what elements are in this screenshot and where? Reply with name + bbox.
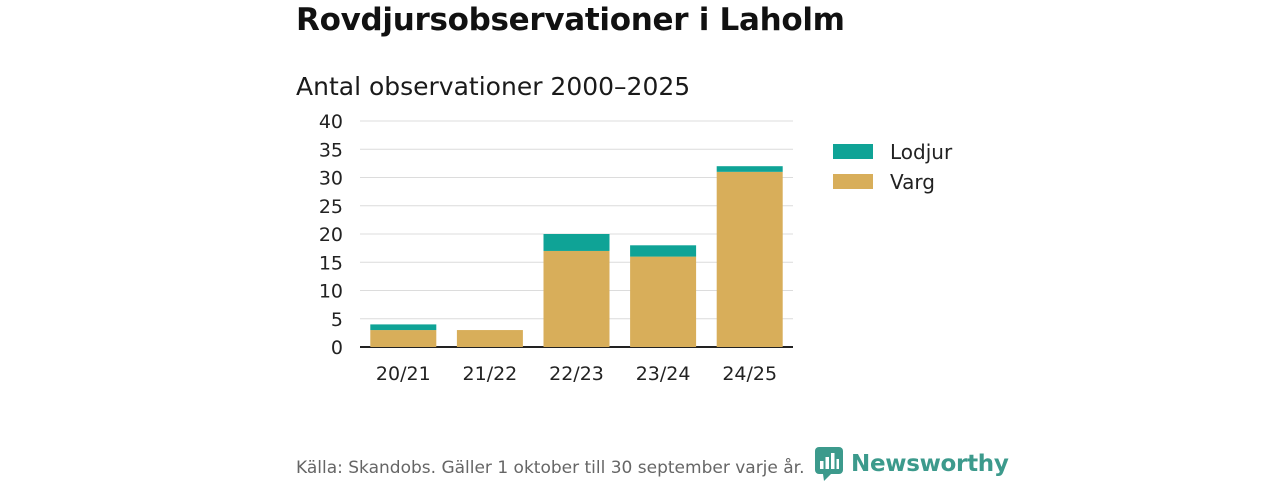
bar-lodjur-22-23 — [543, 234, 610, 251]
y-axis-ticks: 0 5 10 15 20 25 30 35 40 — [319, 111, 343, 359]
x-tick-label-22-23: 22/23 — [549, 363, 604, 385]
bar-varg-22-23 — [543, 250, 610, 347]
bar-varg-23-24 — [630, 256, 697, 347]
newsworthy-brand: Newsworthy — [815, 447, 1009, 481]
legend-label-lodjur: Lodjur — [890, 140, 953, 164]
bar-lodjur-24-25 — [716, 166, 783, 172]
y-tick-label-10: 10 — [319, 281, 343, 303]
bar-lodjur-20-21 — [370, 324, 437, 331]
x-tick-label-21-22: 21/22 — [463, 363, 518, 385]
newsworthy-logo-icon — [815, 447, 843, 481]
chart-title: Rovdjursobservationer i Laholm — [296, 2, 845, 38]
y-tick-label-0: 0 — [331, 337, 343, 359]
y-tick-label-35: 35 — [319, 139, 343, 161]
bar-varg-24-25 — [716, 171, 783, 347]
y-tick-label-25: 25 — [319, 196, 343, 218]
y-tick-label-20: 20 — [319, 224, 343, 246]
x-tick-label-23-24: 23/24 — [636, 363, 691, 385]
chart-subtitle: Antal observationer 2000–2025 — [296, 72, 691, 101]
y-tick-label-15: 15 — [319, 252, 343, 274]
bar-varg-20-21 — [370, 330, 437, 347]
y-tick-label-5: 5 — [331, 309, 343, 331]
y-tick-label-30: 30 — [319, 168, 343, 190]
x-tick-label-20-21: 20/21 — [376, 363, 431, 385]
legend-swatch-lodjur — [833, 144, 873, 159]
x-axis-ticks: 20/21 21/22 22/23 23/24 24/25 — [376, 363, 777, 385]
legend-label-varg: Varg — [890, 170, 935, 194]
legend-swatch-varg — [833, 174, 873, 189]
stacked-bar-chart: 0 5 10 15 20 25 30 35 40 20/21 21/22 22/23 23/24 24/… — [319, 111, 953, 385]
x-tick-label-24-25: 24/25 — [722, 363, 777, 385]
bar-varg-21-22 — [456, 330, 523, 347]
brand-name: Newsworthy — [851, 451, 1009, 477]
bar-lodjur-23-24 — [630, 245, 697, 257]
bars — [370, 166, 783, 347]
y-tick-label-40: 40 — [319, 111, 343, 133]
legend: Lodjur Varg — [833, 140, 953, 194]
source-note: Källa: Skandobs. Gäller 1 oktober till 3… — [296, 458, 805, 478]
